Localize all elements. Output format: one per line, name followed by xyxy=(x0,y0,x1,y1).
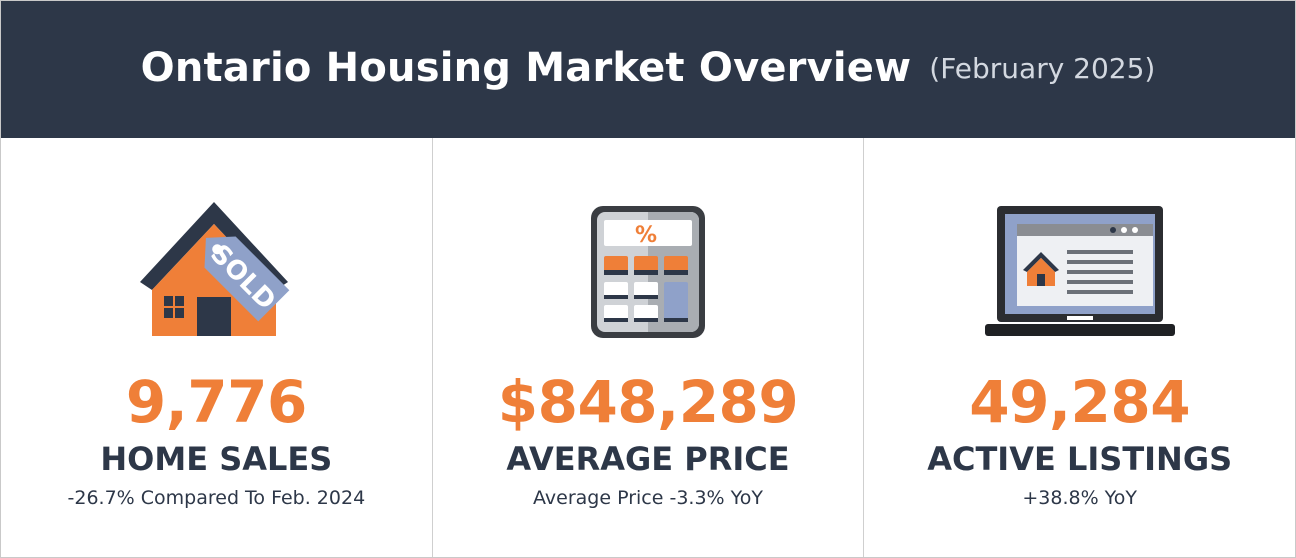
home-sales-note: -26.7% Compared To Feb. 2024 xyxy=(67,487,366,509)
panel-home-sales: SOLD 9,776 HOME SALES -26.7% Compared To… xyxy=(1,138,433,557)
header-banner: Ontario Housing Market Overview (Februar… xyxy=(1,1,1295,138)
average-price-note: Average Price -3.3% YoY xyxy=(533,487,763,509)
average-price-value: $848,289 xyxy=(497,368,799,436)
home-sales-label: HOME SALES xyxy=(100,440,333,478)
active-listings-label: ACTIVE LISTINGS xyxy=(927,440,1233,478)
stats-panels: SOLD 9,776 HOME SALES -26.7% Compared To… xyxy=(1,138,1295,557)
active-listings-value: 49,284 xyxy=(969,368,1191,436)
home-sales-value: 9,776 xyxy=(125,368,307,436)
percent-key-text: % xyxy=(635,223,657,248)
page-subtitle: (February 2025) xyxy=(929,52,1156,85)
house-sold-icon: SOLD xyxy=(116,190,316,340)
calculator-icon: % xyxy=(548,190,748,340)
panel-active-listings: 49,284 ACTIVE LISTINGS +38.8% YoY xyxy=(864,138,1295,557)
average-price-label: AVERAGE PRICE xyxy=(506,440,790,478)
laptop-listing-icon xyxy=(980,190,1180,340)
active-listings-note: +38.8% YoY xyxy=(1022,487,1137,509)
panel-average-price: % xyxy=(433,138,865,557)
page-title: Ontario Housing Market Overview xyxy=(140,44,912,91)
